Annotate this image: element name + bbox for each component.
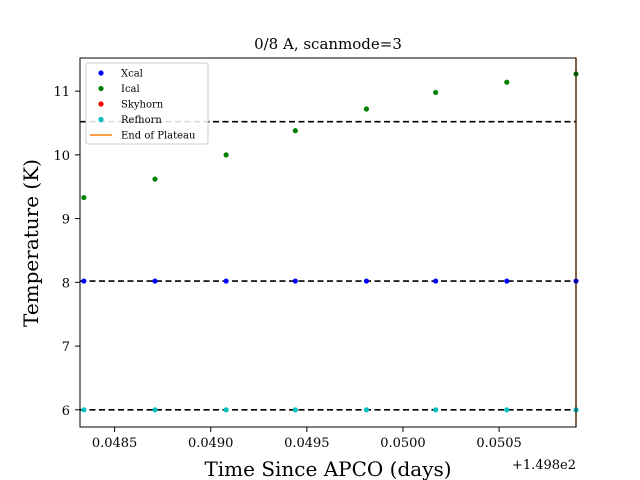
data-point-ical: [81, 194, 87, 201]
y-tick-label: 10: [53, 149, 70, 164]
legend-label-end-of-plateau: End of Plateau: [121, 131, 196, 142]
data-point-xcal: [223, 278, 229, 284]
data-point-refhorn: [504, 407, 510, 413]
y-tick-label: 11: [53, 85, 70, 100]
data-point-xcal: [504, 278, 510, 284]
data-point-ical: [223, 152, 229, 158]
data-point-refhorn: [223, 407, 229, 413]
x-tick-label: 0.0505: [476, 436, 522, 451]
data-point-refhorn: [292, 407, 298, 413]
legend-box: [85, 62, 209, 145]
legend-label-skyhorn: Skyhorn: [121, 100, 164, 111]
legend-label-refhorn: Refhorn: [121, 115, 162, 126]
legend-marker-refhorn: [98, 116, 104, 123]
x-tick-label: 0.0490: [188, 436, 234, 451]
data-point-ical: [152, 176, 158, 182]
x-axis-title: Time Since APCO (days): [204, 457, 451, 480]
y-tick-label: 6: [62, 404, 70, 419]
legend-marker-ical: [98, 85, 104, 92]
legend-marker-skyhorn: [98, 101, 104, 107]
legend-label-xcal: Xcal: [121, 69, 143, 80]
x-tick-label: 0.0495: [284, 436, 330, 451]
data-point-refhorn: [433, 407, 439, 413]
legend-marker-xcal: [98, 70, 104, 76]
x-offset-label: +1.498e2: [512, 458, 576, 473]
data-point-xcal: [81, 278, 87, 284]
legend-label-ical: Ical: [121, 84, 140, 95]
y-tick-label: 8: [62, 276, 70, 291]
data-point-refhorn: [81, 407, 87, 413]
data-point-ical: [504, 79, 510, 85]
x-tick-label: 0.0500: [380, 436, 426, 451]
y-axis-title: Temperature (K): [19, 159, 43, 327]
data-point-xcal: [363, 278, 370, 284]
data-point-refhorn: [363, 407, 370, 413]
y-tick-label: 7: [62, 340, 70, 355]
chart-title: 0/8 A, scanmode=3: [254, 35, 402, 53]
data-point-ical: [292, 128, 298, 134]
data-point-xcal: [152, 278, 158, 284]
plot-frame: [79, 57, 577, 428]
data-point-xcal: [292, 278, 298, 284]
data-point-xcal: [433, 278, 439, 284]
y-tick-label: 9: [62, 213, 70, 228]
data-point-refhorn: [152, 407, 158, 413]
x-tick-label: 0.0485: [92, 436, 138, 451]
legend: Xcal Ical Skyhorn Refhorn End of Plateau: [85, 62, 209, 145]
data-point-ical: [363, 106, 370, 112]
data-point-ical: [433, 89, 439, 96]
